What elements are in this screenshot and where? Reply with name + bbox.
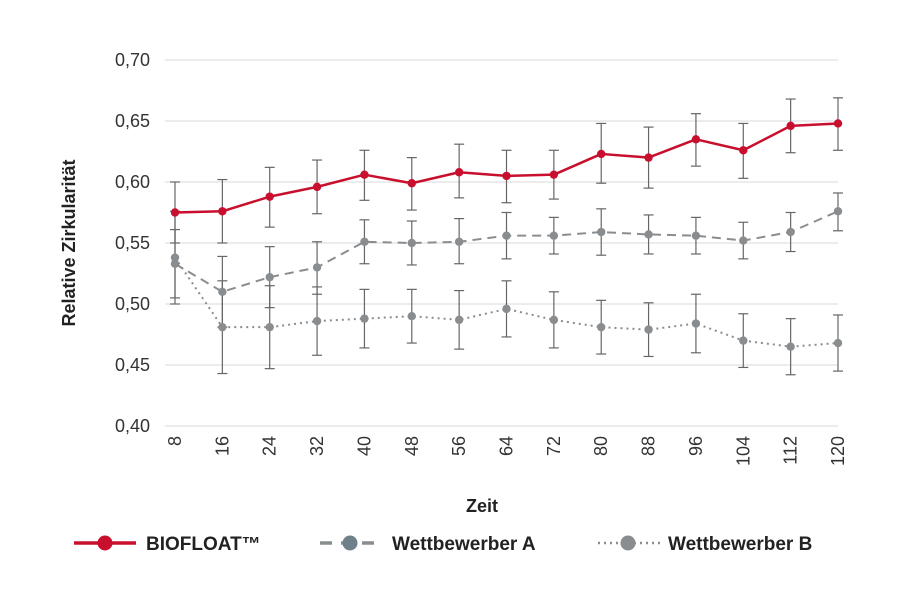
- x-tick-label: 48: [402, 436, 422, 456]
- x-tick-label: 32: [307, 436, 327, 456]
- data-point-wettbewerber-a: [407, 238, 416, 248]
- data-point-wettbewerber-b: [691, 319, 701, 328]
- data-point-wettbewerber-a: [265, 272, 274, 282]
- x-tick-label: 88: [639, 436, 659, 456]
- data-point-biofloat: [454, 168, 464, 177]
- x-tick-label: 24: [260, 436, 280, 456]
- data-point-wettbewerber-b: [218, 322, 227, 332]
- data-point-biofloat: [739, 146, 748, 155]
- x-tick-label: 8: [165, 436, 185, 446]
- legend-label-wettbewerber-a: Wettbewerber A: [392, 534, 536, 555]
- legend-item-biofloat: BIOFLOAT™: [74, 534, 261, 555]
- data-point-biofloat: [218, 207, 227, 216]
- data-point-biofloat: [312, 182, 322, 192]
- data-point-wettbewerber-b: [833, 338, 843, 348]
- x-tick-label: 40: [354, 436, 374, 456]
- data-point-biofloat: [644, 153, 653, 162]
- data-point-wettbewerber-b: [407, 312, 416, 321]
- data-point-biofloat: [691, 135, 701, 144]
- y-tick-label: 0,70: [115, 50, 150, 70]
- x-tick-label: 112: [781, 436, 801, 465]
- data-point-wettbewerber-a: [502, 231, 511, 240]
- x-tick-label: 56: [449, 436, 469, 456]
- legend-marker-biofloat: [97, 535, 113, 551]
- data-point-biofloat: [170, 208, 180, 217]
- x-axis-ticks: 8 16 24 32 40 48 56 64 72 80 88 96 104 112 120: [165, 436, 848, 466]
- data-point-biofloat: [502, 171, 511, 181]
- data-point-biofloat: [265, 192, 274, 201]
- data-point-wettbewerber-b: [454, 315, 464, 325]
- data-points: [170, 119, 843, 351]
- data-point-wettbewerber-a: [644, 230, 653, 239]
- data-point-wettbewerber-b: [597, 322, 606, 332]
- x-tick-label: 16: [212, 436, 232, 456]
- data-point-wettbewerber-a: [218, 287, 227, 296]
- y-tick-label: 0,60: [115, 172, 150, 192]
- data-point-wettbewerber-b: [360, 314, 369, 323]
- y-tick-label: 0,65: [115, 111, 150, 131]
- x-tick-label: 72: [544, 436, 564, 456]
- y-tick-label: 0,50: [115, 294, 150, 314]
- data-point-wettbewerber-a: [739, 236, 748, 245]
- legend-label-wettbewerber-b: Wettbewerber B: [668, 534, 812, 555]
- series-line-wettbewerber-b: [174, 257, 839, 348]
- y-tick-label: 0,55: [115, 233, 150, 253]
- x-axis-label: Zeit: [466, 496, 498, 516]
- data-point-wettbewerber-b: [170, 253, 180, 262]
- data-point-biofloat: [549, 170, 559, 179]
- data-point-wettbewerber-a: [833, 207, 843, 216]
- data-point-wettbewerber-b: [644, 325, 653, 334]
- y-axis-label: Relative Zirkularität: [59, 159, 79, 326]
- data-point-wettbewerber-a: [170, 259, 180, 268]
- x-tick-label: 80: [591, 436, 611, 456]
- data-point-biofloat: [786, 121, 795, 131]
- legend-marker-wettbewerber-a: [342, 535, 358, 551]
- data-point-wettbewerber-b: [786, 342, 795, 351]
- gridlines: [165, 59, 838, 427]
- data-point-wettbewerber-a: [549, 231, 559, 240]
- data-point-wettbewerber-a: [454, 237, 464, 246]
- data-point-wettbewerber-b: [502, 304, 511, 314]
- data-point-wettbewerber-b: [549, 315, 559, 325]
- x-tick-label: 64: [497, 436, 517, 456]
- error-bars: [170, 97, 843, 376]
- x-tick-label: 104: [733, 436, 753, 466]
- data-point-wettbewerber-b: [739, 336, 748, 345]
- legend-item-wettbewerber-b: Wettbewerber B: [598, 534, 812, 555]
- data-point-biofloat: [597, 149, 606, 159]
- data-point-wettbewerber-a: [312, 263, 322, 272]
- x-tick-label: 120: [828, 436, 848, 466]
- legend-marker-wettbewerber-b: [620, 535, 636, 551]
- data-point-wettbewerber-b: [312, 316, 322, 326]
- data-point-biofloat: [833, 119, 843, 128]
- data-point-wettbewerber-a: [597, 227, 606, 237]
- legend: BIOFLOAT™ Wettbewerber A Wettbewerber B: [74, 534, 812, 555]
- legend-item-wettbewerber-a: Wettbewerber A: [320, 534, 536, 555]
- legend-label-biofloat: BIOFLOAT™: [146, 534, 261, 555]
- data-point-wettbewerber-a: [360, 237, 369, 246]
- y-axis-ticks: 0,40 0,45 0,50 0,55 0,60 0,65 0,70: [115, 50, 150, 436]
- y-tick-label: 0,40: [115, 416, 150, 436]
- y-tick-label: 0,45: [115, 355, 150, 375]
- data-point-wettbewerber-a: [691, 231, 701, 240]
- data-point-biofloat: [360, 170, 369, 179]
- data-point-biofloat: [407, 179, 416, 188]
- data-point-wettbewerber-a: [786, 227, 795, 237]
- x-tick-label: 96: [686, 436, 706, 456]
- data-point-wettbewerber-b: [265, 322, 274, 332]
